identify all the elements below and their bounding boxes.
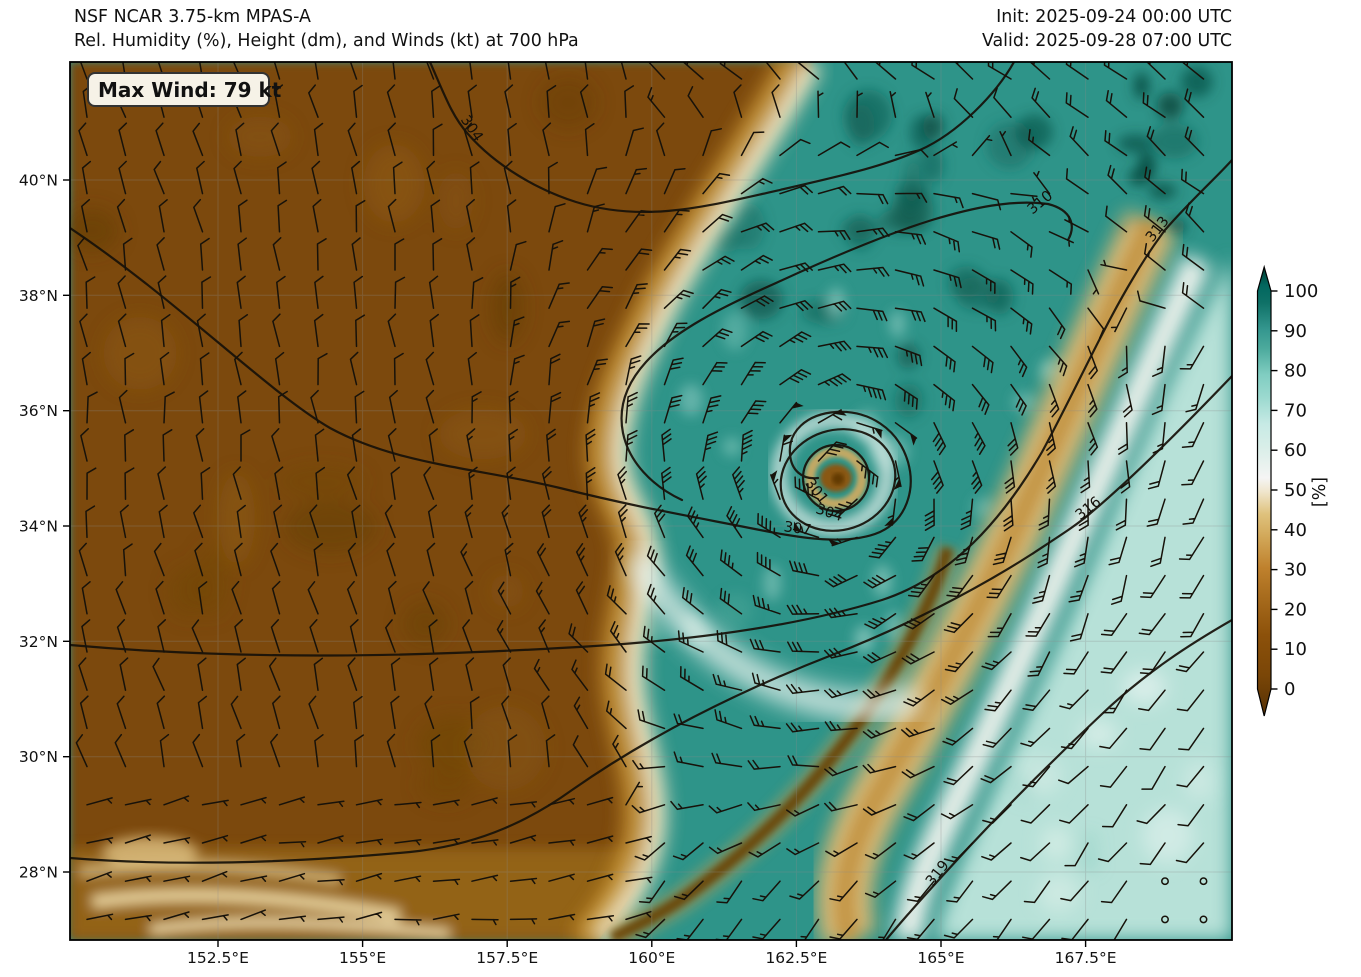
colorbar-ticks: 0 10 20 30 40 50 60 70 80 90 100 bbox=[1271, 281, 1318, 700]
wind-barbs bbox=[75, 62, 1208, 940]
colorbar-tick-label: 0 bbox=[1284, 679, 1295, 700]
lon-tick-label: 152.5°E bbox=[187, 949, 249, 967]
map-frame bbox=[69, 61, 1233, 941]
colorbar-tick-label: 40 bbox=[1284, 520, 1307, 541]
max-wind-text: Max Wind: 79 kt bbox=[98, 78, 282, 102]
colorbar-tick-label: 50 bbox=[1284, 480, 1307, 501]
max-wind-annotation: Max Wind: 79 kt bbox=[87, 72, 282, 107]
title-field: Rel. Humidity (%), Height (dm), and Wind… bbox=[74, 31, 579, 51]
lon-tick-label: 155°E bbox=[339, 949, 386, 967]
contour-310 bbox=[620, 201, 1073, 502]
lat-tick-label: 30°N bbox=[19, 748, 58, 766]
lat-tick-label: 32°N bbox=[19, 633, 58, 651]
graticule bbox=[70, 62, 1232, 940]
lat-tick-label: 38°N bbox=[19, 287, 58, 305]
colorbar-tick-label: 60 bbox=[1284, 440, 1307, 461]
colorbar-tick-label: 80 bbox=[1284, 361, 1307, 382]
wind-barb-staffs bbox=[75, 62, 1208, 940]
lon-tick-label: 162.5°E bbox=[765, 949, 827, 967]
header: NSF NCAR 3.75-km MPAS-A Rel. Humidity (%… bbox=[74, 7, 1232, 51]
lat-tick-label: 36°N bbox=[19, 402, 58, 420]
dry-slot-filament bbox=[605, 544, 962, 940]
lat-tick-label: 28°N bbox=[19, 864, 58, 882]
lon-tick-label: 160°E bbox=[628, 949, 675, 967]
colorbar-tick-label: 100 bbox=[1284, 281, 1318, 302]
contour-304-ring bbox=[779, 428, 897, 532]
lat-tick-label: 34°N bbox=[19, 518, 58, 536]
colorbar-tick-label: 30 bbox=[1284, 560, 1307, 581]
lon-tick-label: 165°E bbox=[917, 949, 964, 967]
colorbar-tick-label: 90 bbox=[1284, 321, 1307, 342]
axis-ticks: 152.5°E 155°E 157.5°E 160°E 162.5°E 165°E 167.… bbox=[19, 172, 1117, 968]
humidity-se-sector bbox=[936, 258, 1232, 940]
colorbar-tick-label: 10 bbox=[1284, 639, 1307, 660]
lat-tick-label: 40°N bbox=[19, 172, 58, 190]
init-time: Init: 2025-09-24 00:00 UTC bbox=[996, 7, 1232, 27]
lon-tick-label: 157.5°E bbox=[476, 949, 538, 967]
dry-sw-streaks bbox=[70, 836, 630, 940]
contour-313 bbox=[70, 158, 1232, 657]
colorbar-tick-label: 20 bbox=[1284, 599, 1307, 620]
colorbar: 0 10 20 30 40 50 60 70 80 90 100 [%] bbox=[1256, 264, 1330, 717]
valid-time: Valid: 2025-09-28 07:00 UTC bbox=[982, 31, 1232, 51]
contour-304-north bbox=[428, 62, 1016, 214]
colorbar-label: [%] bbox=[1310, 477, 1330, 507]
contour-label: 307 bbox=[783, 519, 813, 539]
colorbar-tick-label: 70 bbox=[1284, 400, 1307, 421]
lon-tick-label: 167.5°E bbox=[1055, 949, 1117, 967]
title-model: NSF NCAR 3.75-km MPAS-A bbox=[74, 7, 311, 27]
colorbar-gradient bbox=[1256, 264, 1272, 717]
contour-319 bbox=[884, 618, 1232, 940]
contour-316 bbox=[70, 374, 1232, 864]
